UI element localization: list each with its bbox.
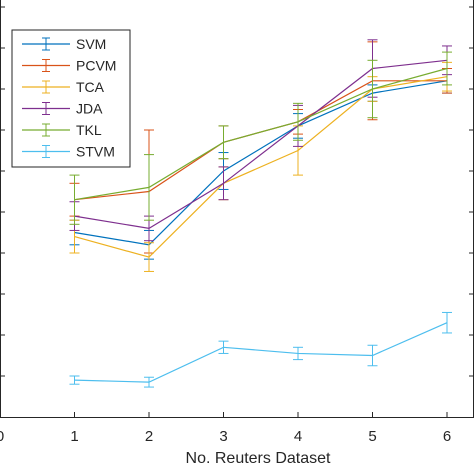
legend-label: SVM xyxy=(76,36,106,52)
plot-area xyxy=(69,39,452,388)
legend-label: JDA xyxy=(76,101,103,117)
x-tick-label: 0 xyxy=(0,428,4,445)
x-tick-label: 5 xyxy=(368,428,376,445)
x-tick-label: 3 xyxy=(219,428,227,445)
legend-label: PCVM xyxy=(76,58,116,74)
series-line xyxy=(74,59,448,230)
legend-box xyxy=(11,29,131,168)
series-tkl xyxy=(69,51,452,225)
legend: SVM PCVM TCA JDA TKL STVM xyxy=(11,29,131,168)
series-stvm xyxy=(69,311,452,388)
series-line xyxy=(74,76,448,258)
x-tick-label: 6 xyxy=(443,428,451,445)
series-line xyxy=(74,322,448,383)
x-tick-label: 1 xyxy=(70,428,78,445)
legend-label: STVM xyxy=(76,144,115,160)
x-tick-label: 4 xyxy=(294,428,302,445)
legend-label: TCA xyxy=(76,79,105,95)
x-axis-label: No. Reuters Dataset xyxy=(186,450,332,467)
x-tick-label: 2 xyxy=(145,428,153,445)
series-line xyxy=(74,80,448,246)
legend-label: TKL xyxy=(76,122,102,138)
series-line xyxy=(74,67,448,201)
